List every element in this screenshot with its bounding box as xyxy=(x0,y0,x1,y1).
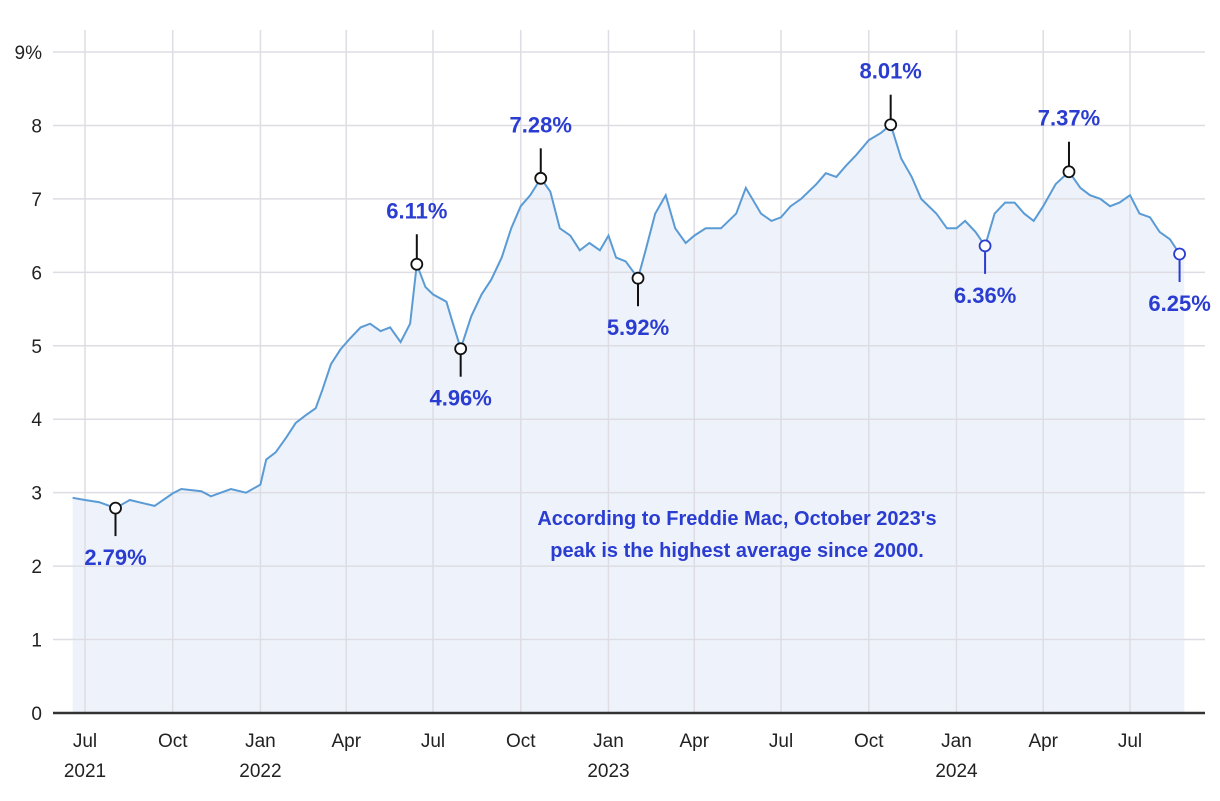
x-tick-label: Apr xyxy=(331,731,361,752)
x-tick-label: Oct xyxy=(854,731,884,752)
x-axis: Jul 2021 Oct Jan 2022 Apr Jul Oct Jan 2023 Apr Jul O… xyxy=(64,731,1142,782)
x-tick-label: Oct xyxy=(506,731,536,752)
y-tick-label: 7 xyxy=(31,190,42,211)
note-line-2: peak is the highest average since 2000. xyxy=(550,540,924,562)
series-line xyxy=(72,122,1185,510)
x-tick-label: Jan xyxy=(245,731,276,752)
x-tick-year: 2022 xyxy=(239,761,281,782)
annotation-marker xyxy=(534,171,548,185)
x-tick-label: Oct xyxy=(158,731,188,752)
y-tick-label: 9% xyxy=(15,43,43,64)
y-tick-label: 3 xyxy=(31,484,42,505)
annotation-611: 6.11% xyxy=(386,198,447,271)
annotation-label: 7.37% xyxy=(1038,106,1100,131)
x-tick-year: 2021 xyxy=(64,761,106,782)
annotation-496: 4.96% xyxy=(429,342,492,411)
annotation-marker xyxy=(109,501,122,515)
x-tick-label: Jul xyxy=(73,731,97,752)
x-tick-label: Apr xyxy=(1028,731,1058,752)
y-tick-label: 4 xyxy=(31,410,42,431)
annotation-279: 2.79% xyxy=(84,501,147,570)
annotation-label: 6.36% xyxy=(954,283,1016,308)
annotation-636: 6.36% xyxy=(954,239,1016,308)
x-tick-year: 2023 xyxy=(587,761,629,782)
annotation-label: 8.01% xyxy=(859,59,921,84)
gridlines xyxy=(53,30,1205,713)
annotation-592: 5.92% xyxy=(607,271,669,340)
y-tick-label: 6 xyxy=(31,263,42,284)
x-tick-label: Jul xyxy=(769,731,793,752)
x-tick-year: 2024 xyxy=(935,761,978,782)
annotation-marker xyxy=(884,118,898,132)
y-tick-label: 1 xyxy=(31,631,42,652)
x-tick-label: Apr xyxy=(679,731,709,752)
y-tick-label: 0 xyxy=(31,704,42,725)
annotations: 2.79% 6.11% 4.96% 7.28% 5.92% 8.01% 6.36% 7.37%… xyxy=(84,59,1210,570)
annotation-label: 6.11% xyxy=(386,198,447,223)
y-axis: 0 1 2 3 4 5 6 7 8 9% xyxy=(15,43,43,725)
annotation-728: 7.28% xyxy=(510,112,572,185)
annotation-marker xyxy=(454,342,468,356)
y-tick-label: 5 xyxy=(31,337,42,358)
annotation-label: 2.79% xyxy=(84,545,146,570)
x-tick-label: Jul xyxy=(1118,731,1142,752)
annotation-marker xyxy=(978,239,992,253)
annotation-label: 5.92% xyxy=(607,315,669,340)
annotation-801: 8.01% xyxy=(859,59,922,132)
y-tick-label: 8 xyxy=(31,116,42,137)
annotation-label: 4.96% xyxy=(429,386,491,411)
annotation-marker xyxy=(631,271,645,285)
annotation-label: 7.28% xyxy=(510,112,572,137)
annotation-marker xyxy=(410,257,424,271)
x-tick-label: Jul xyxy=(421,731,445,752)
x-tick-label: Jan xyxy=(941,731,972,752)
annotation-737: 7.37% xyxy=(1038,106,1100,179)
note-line-1: According to Freddie Mac, October 2023's xyxy=(537,508,936,530)
annotation-625: 6.25% xyxy=(1148,247,1211,316)
x-tick-label: Jan xyxy=(593,731,624,752)
annotation-marker xyxy=(1062,165,1076,179)
annotation-marker xyxy=(1173,247,1186,261)
y-tick-label: 2 xyxy=(31,557,42,578)
annotation-label: 6.25% xyxy=(1148,291,1210,316)
